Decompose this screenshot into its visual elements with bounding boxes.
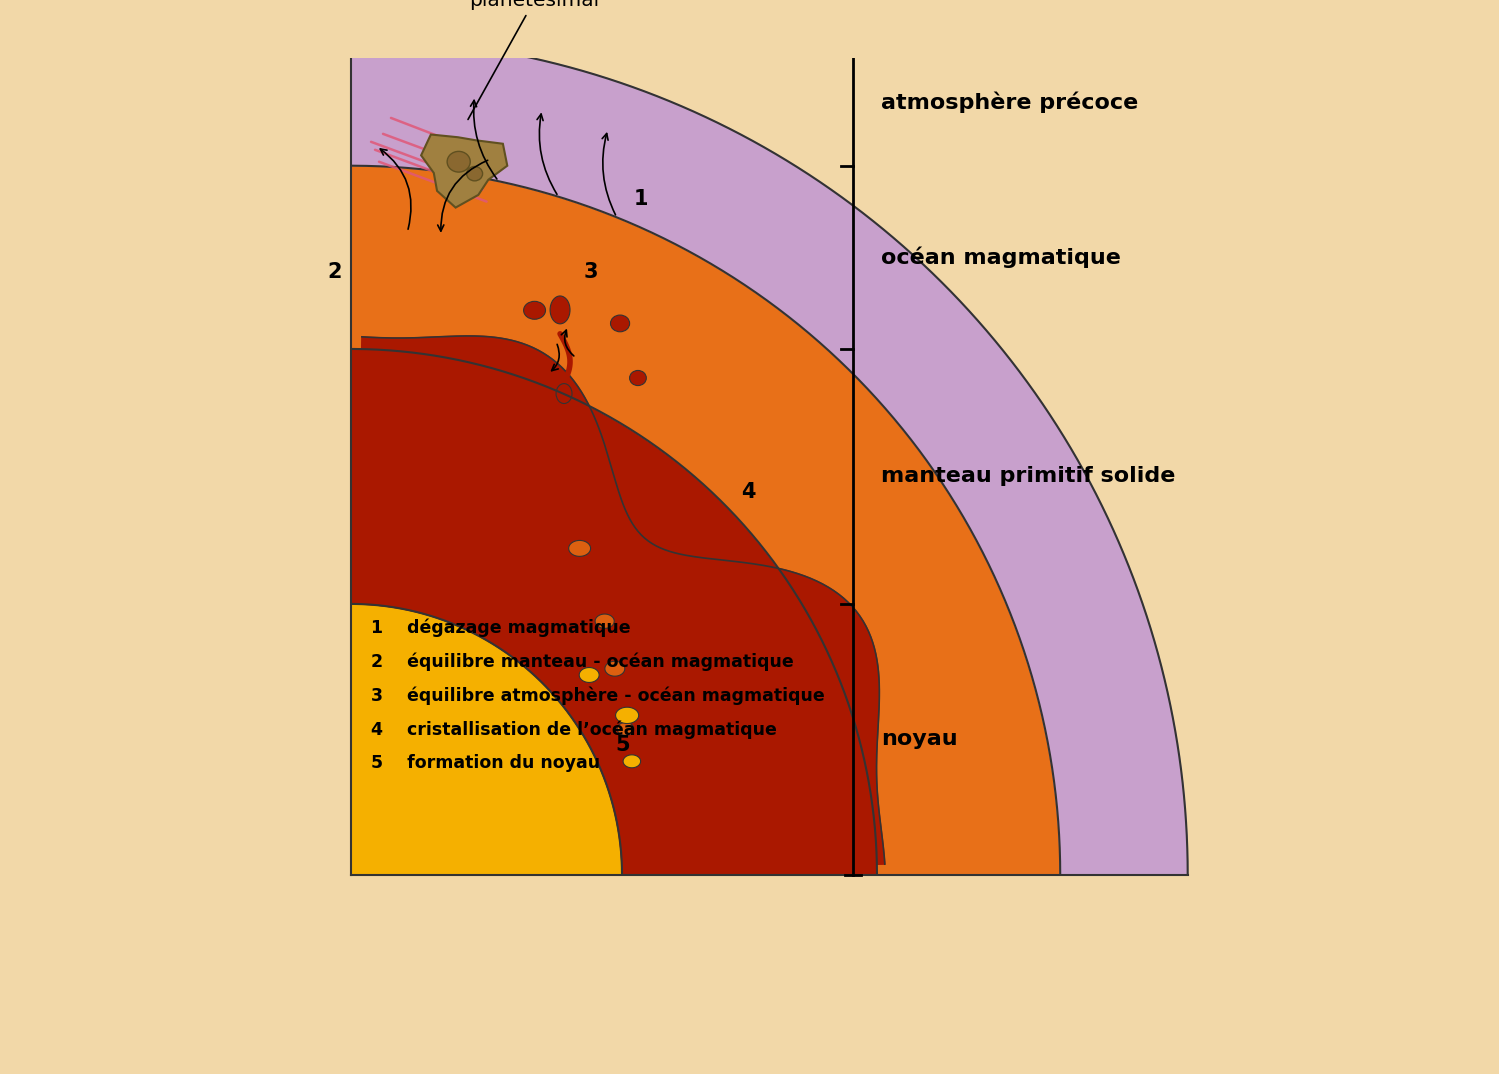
Text: 2    équilibre manteau - océan magmatique: 2 équilibre manteau - océan magmatique bbox=[372, 652, 794, 671]
Polygon shape bbox=[421, 134, 507, 207]
Polygon shape bbox=[624, 755, 640, 768]
Polygon shape bbox=[606, 662, 625, 677]
Text: 3: 3 bbox=[585, 262, 598, 282]
Text: noyau: noyau bbox=[881, 729, 958, 750]
Ellipse shape bbox=[550, 296, 570, 324]
Polygon shape bbox=[357, 336, 884, 869]
Polygon shape bbox=[568, 540, 591, 556]
Polygon shape bbox=[595, 614, 615, 628]
Ellipse shape bbox=[447, 151, 471, 172]
Polygon shape bbox=[351, 165, 1060, 875]
Text: 3    équilibre atmosphère - océan magmatique: 3 équilibre atmosphère - océan magmatiqu… bbox=[372, 686, 824, 705]
Text: atmosphère précoce: atmosphère précoce bbox=[881, 91, 1138, 113]
Text: manteau primitif solide: manteau primitif solide bbox=[881, 466, 1175, 487]
Text: 4: 4 bbox=[741, 482, 755, 503]
Polygon shape bbox=[579, 668, 600, 682]
Text: 4    cristallisation de l’océan magmatique: 4 cristallisation de l’océan magmatique bbox=[372, 721, 776, 739]
Text: 1    dégazage magmatique: 1 dégazage magmatique bbox=[372, 619, 631, 637]
Polygon shape bbox=[351, 349, 877, 875]
Polygon shape bbox=[351, 39, 1187, 875]
Polygon shape bbox=[351, 604, 622, 875]
Ellipse shape bbox=[630, 371, 646, 386]
Text: planétésimal: planétésimal bbox=[468, 0, 600, 119]
Ellipse shape bbox=[610, 315, 630, 332]
Text: 5    formation du noyau: 5 formation du noyau bbox=[372, 754, 600, 772]
Ellipse shape bbox=[466, 166, 483, 180]
Ellipse shape bbox=[556, 383, 573, 404]
Polygon shape bbox=[616, 707, 639, 724]
Text: 5: 5 bbox=[616, 736, 630, 755]
Text: océan magmatique: océan magmatique bbox=[881, 247, 1121, 268]
Ellipse shape bbox=[523, 302, 546, 319]
Polygon shape bbox=[618, 723, 634, 736]
Text: 1: 1 bbox=[634, 189, 648, 209]
Text: 2: 2 bbox=[328, 262, 342, 282]
